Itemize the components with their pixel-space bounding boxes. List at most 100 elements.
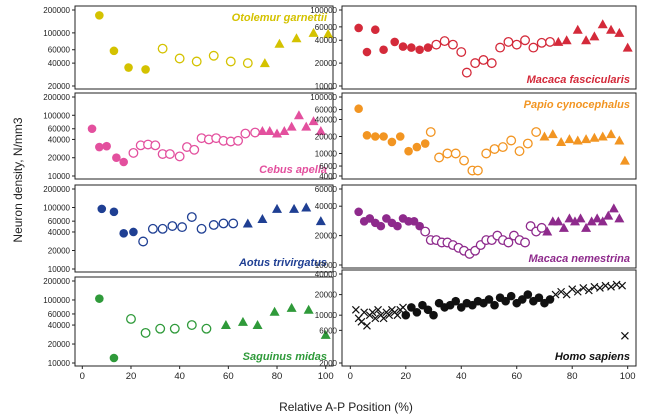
data-point-filled-circle	[517, 295, 527, 304]
data-point-triangle	[242, 218, 253, 228]
data-point-cross	[573, 287, 582, 296]
data-point-triangle	[614, 27, 625, 37]
data-point-open-circle	[138, 236, 149, 247]
data-point-triangle	[558, 222, 569, 232]
data-point-open-circle	[167, 221, 178, 231]
data-point-triangle	[572, 24, 583, 34]
y-tick-label: 60000	[315, 185, 338, 194]
data-point-triangle	[597, 216, 608, 226]
panel-0: 20000 40000 60000 100000 200000 Otolemur garn…	[43, 5, 334, 91]
data-point-filled-circle	[102, 141, 111, 151]
data-point-cross	[551, 290, 560, 299]
data-point-cross	[374, 305, 382, 314]
data-point-triangle	[308, 27, 319, 37]
data-point-open-circle	[189, 144, 200, 155]
data-point-open-circle	[522, 138, 533, 149]
data-point-open-circle	[240, 128, 251, 139]
x-tick-label: 0	[348, 371, 353, 382]
data-point-filled-circle	[390, 37, 399, 47]
data-point-open-circle	[497, 142, 508, 153]
y-tick-label: 100000	[43, 111, 70, 120]
data-point-filled-circle	[534, 293, 544, 303]
data-point-cross	[568, 285, 577, 294]
data-point-filled-circle	[484, 295, 494, 304]
data-point-open-circle	[191, 56, 202, 67]
data-point-cross	[596, 284, 604, 292]
y-tick-label: 20000	[48, 154, 71, 163]
data-point-triangle	[606, 129, 617, 139]
data-point-triangle	[608, 203, 619, 213]
data-point-open-circle	[481, 148, 492, 159]
y-tick-label: 20000	[48, 246, 71, 255]
y-tick-label: 10000	[315, 311, 338, 320]
data-point-cross	[363, 321, 371, 330]
data-point-cross	[607, 282, 615, 291]
y-tick-label: 200000	[43, 185, 70, 194]
data-point-open-circle	[186, 320, 197, 331]
y-tick-label: 60000	[48, 217, 71, 226]
data-point-triangle	[556, 136, 567, 146]
data-point-filled-circle	[362, 47, 372, 57]
data-point-filled-circle	[95, 142, 104, 152]
panel-frame	[341, 269, 637, 367]
data-point-triangle	[564, 213, 575, 223]
panel-3: 10000 20000 40000 60000 100000 200000 Saguinus…	[43, 276, 334, 368]
data-point-filled-circle	[429, 310, 438, 320]
panel-4: 10000 20000 40000 60000 100000 Macaca fascicu…	[310, 5, 637, 91]
data-point-open-circle	[147, 223, 158, 234]
panel-2: 10000 20000 40000 60000 100000 200000 Aotus tr…	[43, 184, 334, 274]
data-point-triangle	[542, 226, 553, 236]
y-tick-label: 100000	[43, 296, 70, 305]
data-point-triangle	[619, 155, 630, 165]
data-point-cross	[620, 331, 629, 340]
data-point-filled-circle	[376, 221, 386, 231]
data-point-filled-circle	[412, 142, 422, 152]
y-tick-label: 2000	[319, 359, 337, 368]
data-point-filled-circle	[423, 43, 433, 52]
data-point-filled-circle	[95, 11, 104, 20]
x-tick-label: 60	[223, 371, 234, 382]
data-point-triangle	[237, 316, 248, 326]
data-point-open-circle	[506, 135, 517, 146]
data-point-triangle	[289, 203, 300, 213]
data-point-filled-circle	[407, 43, 416, 52]
data-point-open-circle	[511, 39, 522, 50]
y-tick-label: 40000	[315, 36, 338, 45]
y-tick-label: 20000	[315, 133, 338, 142]
data-point-open-circle	[164, 149, 175, 159]
data-point-triangle	[257, 126, 268, 136]
panel-frame	[341, 184, 637, 269]
data-point-filled-circle	[141, 65, 150, 74]
x-tick-label: 20	[126, 371, 137, 382]
data-point-triangle	[581, 222, 592, 232]
data-point-filled-circle	[109, 353, 119, 363]
data-point-open-circle	[489, 144, 500, 154]
data-point-filled-circle	[393, 221, 402, 231]
data-point-open-circle	[233, 135, 244, 146]
data-point-cross	[579, 284, 588, 292]
data-point-triangle	[315, 216, 326, 226]
panel-6: 10000 20000 40000 60000 Macaca nemestrina	[315, 184, 637, 270]
y-tick-label: 20000	[315, 59, 338, 68]
x-axis-label: Relative A-P Position (%)	[279, 400, 413, 414]
data-point-open-circle	[140, 327, 151, 338]
data-point-triangle	[581, 134, 592, 144]
data-point-filled-circle	[87, 124, 97, 134]
y-tick-label: 10000	[48, 359, 71, 368]
x-tick-label: 80	[272, 371, 283, 382]
data-point-filled-circle	[129, 227, 138, 237]
y-tick-label: 40000	[48, 59, 71, 68]
species-label: Macaca fascicularis	[527, 74, 630, 86]
data-point-cross	[357, 317, 366, 326]
data-point-triangle	[597, 19, 608, 29]
data-point-open-circle	[472, 165, 483, 176]
data-point-triangle	[564, 134, 575, 144]
data-point-filled-circle	[395, 132, 405, 141]
y-tick-label: 200000	[43, 93, 70, 102]
data-point-triangle	[606, 24, 617, 34]
data-point-triangle	[274, 38, 285, 48]
data-point-open-circle	[425, 127, 436, 137]
data-point-triangle	[572, 135, 583, 145]
panel-7: 2000 6000 10000 20000 40000 Homo sapiens	[315, 269, 637, 368]
data-point-cross	[379, 314, 388, 323]
